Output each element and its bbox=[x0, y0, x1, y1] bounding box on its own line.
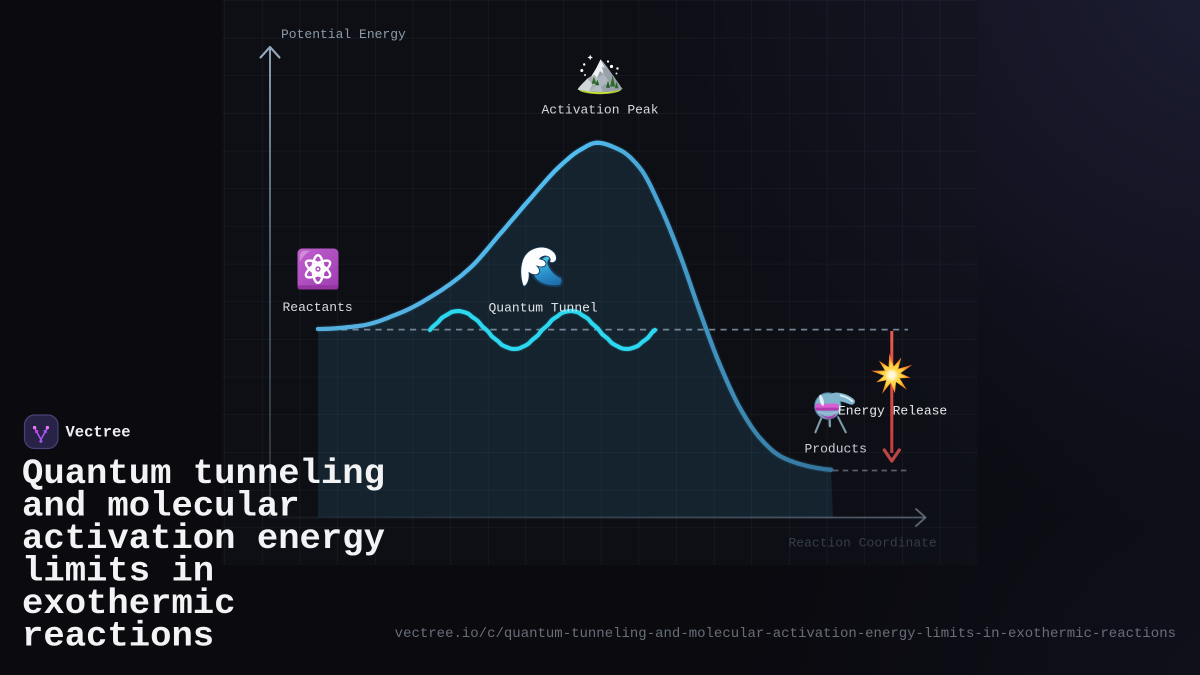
svg-text:and molecular: and molecular bbox=[22, 486, 300, 527]
svg-text:Reactants: Reactants bbox=[283, 300, 353, 315]
svg-text:Reaction Coordinate: Reaction Coordinate bbox=[789, 536, 937, 551]
svg-text:reactions: reactions bbox=[22, 616, 214, 657]
svg-text:vectree.io/c/quantum-tunneling: vectree.io/c/quantum-tunneling-and-molec… bbox=[395, 626, 1176, 642]
svg-text:Products: Products bbox=[805, 441, 867, 456]
svg-text:exothermic: exothermic bbox=[22, 583, 236, 624]
svg-text:Potential Energy: Potential Energy bbox=[281, 27, 406, 42]
svg-text:Vectree: Vectree bbox=[66, 424, 131, 442]
svg-text:Quantum Tunnel: Quantum Tunnel bbox=[489, 300, 598, 315]
svg-text:limits in: limits in bbox=[22, 551, 214, 592]
svg-text:Quantum tunneling: Quantum tunneling bbox=[22, 453, 385, 494]
svg-text:activation energy: activation energy bbox=[22, 518, 385, 559]
svg-text:Energy Release: Energy Release bbox=[838, 404, 947, 419]
svg-text:Activation Peak: Activation Peak bbox=[542, 103, 659, 118]
